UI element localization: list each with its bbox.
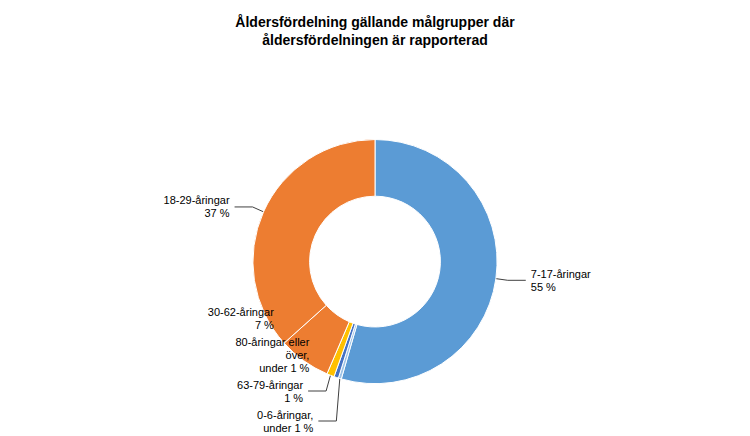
svg-text:37 %: 37 % <box>204 207 229 219</box>
svg-text:7 %: 7 % <box>255 319 274 331</box>
svg-text:30-62-åringar: 30-62-åringar <box>208 306 274 318</box>
svg-text:Åldersfördelning gällande målg: Åldersfördelning gällande målgrupper där <box>235 14 515 30</box>
svg-text:63-79-åringar: 63-79-åringar <box>237 379 303 391</box>
svg-text:0-6-åringar,: 0-6-åringar, <box>257 409 313 421</box>
svg-text:under 1 %: under 1 % <box>259 362 309 374</box>
svg-text:18-29-åringar: 18-29-åringar <box>164 194 230 206</box>
svg-text:7-17-åringar: 7-17-åringar <box>531 268 591 280</box>
svg-text:55 %: 55 % <box>531 281 556 293</box>
svg-text:under 1 %: under 1 % <box>263 422 313 434</box>
svg-text:åldersfördelningen är rapporte: åldersfördelningen är rapporterad <box>262 32 488 48</box>
svg-text:1 %: 1 % <box>284 392 303 404</box>
svg-text:över,: över, <box>286 349 310 361</box>
svg-text:80-åringar eller: 80-åringar eller <box>235 336 309 348</box>
